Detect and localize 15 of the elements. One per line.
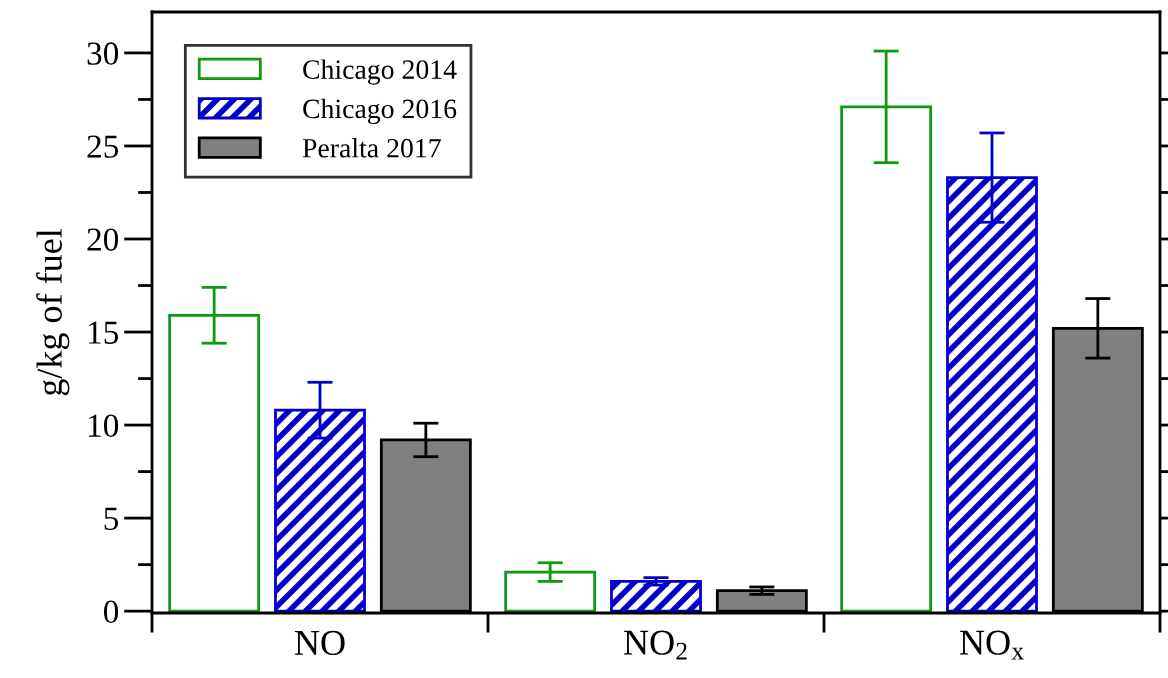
y-tick-label: 15 <box>88 321 119 344</box>
y-tick-label: 0 <box>103 600 119 624</box>
x-tick-label: NO$_{x}$ <box>960 630 1024 660</box>
y-tick-label: 5 <box>104 507 119 530</box>
y-tick-label: 25 <box>87 135 119 158</box>
x-tick-label: NO <box>294 630 345 656</box>
legend-label: Peralta 2017 <box>302 138 441 158</box>
bar <box>610 579 702 613</box>
legend-label: Chicago 2014 <box>303 59 457 85</box>
y-axis-title: g/kg of fuel <box>36 228 70 396</box>
x-tick-label: NO$_{2}$ <box>624 630 687 660</box>
y-tick-label: 10 <box>88 414 119 437</box>
y-tick-label: 30 <box>87 42 119 65</box>
legend-label: Chicago 2016 <box>303 98 457 124</box>
y-tick-label: 20 <box>87 228 119 251</box>
